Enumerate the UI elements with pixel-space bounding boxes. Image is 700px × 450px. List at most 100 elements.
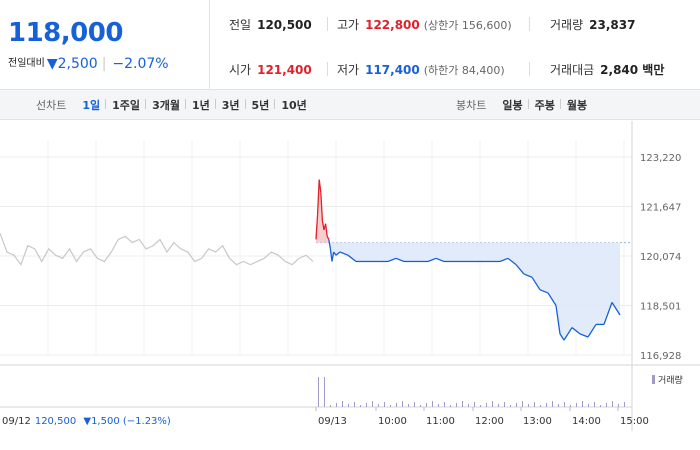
tab-3-months[interactable]: 3개월 — [145, 97, 186, 113]
stock-summary-header: 118,000 전일대비 ▼2,500 | −2.07% 전일 120,500 고가 12… — [0, 0, 700, 90]
volume-bar — [618, 404, 619, 407]
stat-value: 23,837 — [589, 18, 636, 32]
tab-1-week[interactable]: 1주일 — [105, 97, 146, 113]
volume-bar — [570, 405, 571, 407]
x-tick-label: 13:00 — [523, 416, 552, 427]
stats-grid: 전일 120,500 고가 122,800 (상한가 156,600) 거래량 23,8… — [211, 0, 700, 90]
volume-bar — [432, 401, 433, 407]
lower-limit: (하한가 84,400) — [423, 64, 505, 77]
volume-bar — [348, 404, 349, 407]
price-line-segment — [315, 214, 319, 240]
volume-bar — [546, 403, 547, 407]
volume-bar — [486, 403, 487, 407]
volume-bar — [594, 402, 595, 407]
stat-open: 시가 121,400 — [229, 61, 312, 78]
stat-label: 시가 — [229, 63, 252, 77]
volume-bar — [480, 405, 481, 407]
volume-bar — [522, 401, 523, 407]
volume-bar — [408, 404, 409, 407]
price-line-segment — [523, 273, 533, 278]
price-line-segment — [555, 305, 561, 334]
price-line-segment — [320, 192, 324, 221]
stat-high: 고가 122,800 (상한가 156,600) — [337, 16, 512, 33]
volume-bar — [384, 402, 385, 407]
line-chart-tabs: 선차트 1일 1주일 3개월 1년 3년 5년 10년 — [36, 90, 313, 120]
volume-bar — [600, 405, 601, 407]
price-line-segment — [395, 257, 405, 263]
tab-weekly-candle[interactable]: 주봉 — [527, 97, 561, 113]
stat-value: 2,840 백만 — [600, 63, 665, 77]
volume-legend-label: 거래량 — [658, 376, 683, 386]
tab-1-day[interactable]: 1일 — [82, 99, 101, 112]
stat-value: 117,400 — [365, 63, 420, 77]
prev-day-price-line — [0, 232, 314, 266]
stat-value: 122,800 — [365, 18, 420, 32]
volume-swatch — [652, 375, 655, 384]
x-tick-label: 14:00 — [572, 416, 601, 427]
price-line-segment — [427, 257, 437, 263]
stat-label: 거래대금 — [550, 63, 595, 77]
price-line-segment — [547, 292, 557, 306]
price-line-segment — [347, 254, 357, 262]
price-line-segment — [335, 251, 341, 256]
price-line-segment — [435, 257, 445, 263]
stat-prev-close: 전일 120,500 — [229, 16, 312, 33]
price-change: 전일대비 ▼2,500 | −2.07% — [8, 54, 169, 72]
stat-label: 전일 — [229, 18, 252, 32]
volume-bar — [492, 401, 493, 407]
price-line-segment — [515, 264, 525, 275]
volume-bar — [426, 403, 427, 407]
price-line-segment — [339, 251, 349, 256]
intraday-price-chart[interactable]: 123,220 121,647 120,074 118,501 116,928 09/1… — [0, 121, 700, 450]
volume-bar — [474, 402, 475, 407]
price-line-segment — [387, 257, 397, 263]
tab-monthly-candle[interactable]: 월봉 — [559, 97, 593, 113]
volume-bar — [510, 405, 511, 407]
stat-value: 121,400 — [257, 63, 312, 77]
stat-label: 거래량 — [550, 18, 584, 32]
tab-5-years[interactable]: 5년 — [244, 97, 276, 113]
tab-10-years[interactable]: 10년 — [274, 97, 312, 113]
volume-bar — [468, 404, 469, 407]
volume-bar — [462, 401, 463, 407]
volume-bar — [456, 403, 457, 407]
volume-bar — [576, 403, 577, 407]
volume-bar — [612, 401, 613, 407]
y-tick-label: 118,501 — [640, 302, 681, 313]
x-tick-label: 09/13 — [318, 416, 347, 427]
price-line-segment — [559, 333, 565, 341]
price-line-segment — [611, 302, 621, 316]
change-amount: 2,500 — [57, 56, 98, 72]
divider — [327, 62, 328, 76]
volume-bar — [378, 404, 379, 407]
volume-bar — [558, 404, 559, 407]
volume-bar — [516, 403, 517, 407]
volume-bar — [318, 377, 319, 407]
y-tick-label: 123,220 — [640, 153, 681, 164]
volume-bar — [342, 401, 343, 407]
candle-chart-tabs: 봉차트 일봉 주봉 월봉 — [456, 90, 593, 120]
tab-daily-candle[interactable]: 일봉 — [502, 99, 523, 112]
price-line-segment — [324, 223, 328, 237]
volume-bar — [582, 401, 583, 407]
divider — [529, 62, 530, 76]
y-tick-label: 116,928 — [640, 351, 681, 362]
chart-canvas: 123,220 121,647 120,074 118,501 116,928 09/1… — [0, 121, 700, 431]
stat-low: 저가 117,400 (하한가 84,400) — [337, 61, 505, 78]
stat-volume: 거래량 23,837 — [550, 16, 635, 33]
change-percent: −2.07% — [112, 56, 169, 72]
tab-3-years[interactable]: 3년 — [214, 97, 246, 113]
current-price: 118,000 — [8, 18, 123, 48]
tab-1-year[interactable]: 1년 — [184, 97, 216, 113]
x-tick-label: 15:00 — [620, 416, 649, 427]
price-line-segment — [333, 251, 337, 256]
stat-label: 고가 — [337, 18, 360, 32]
volume-bar — [360, 405, 361, 407]
price-line-segment — [571, 327, 581, 335]
change-label: 전일대비 — [8, 58, 45, 69]
volume-bar — [450, 405, 451, 407]
volume-bar — [354, 402, 355, 407]
price-line-segment — [318, 179, 322, 193]
price-line-segment — [563, 327, 573, 341]
price-line-segment — [603, 302, 613, 325]
